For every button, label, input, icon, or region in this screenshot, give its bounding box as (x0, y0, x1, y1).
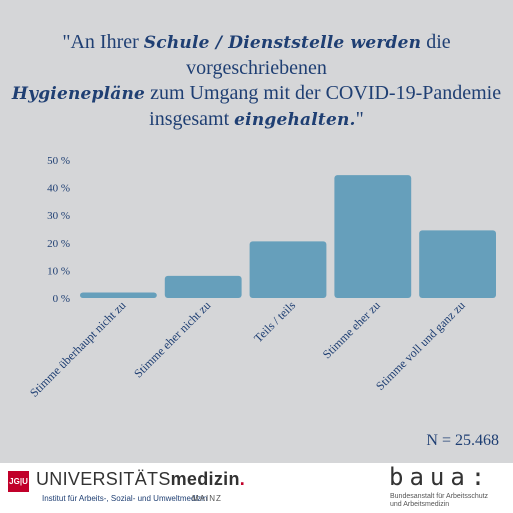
y-tick-label: 50 % (47, 155, 70, 167)
headline-emphasis-hygiene: Hygienepläne (11, 84, 146, 104)
headline-emphasis-school: Schule / Dienststelle werden (143, 33, 422, 53)
uni-name-dot: . (239, 469, 246, 489)
x-category-label: Stimme eher nicht zu (131, 298, 213, 380)
y-tick-label: 10 % (47, 265, 70, 277)
headline-mid1: die vorgeschriebenen (186, 31, 451, 79)
bar (249, 241, 327, 298)
footer: JG|U UNIVERSITÄTSmedizin. Institut für A… (0, 463, 513, 513)
y-tick-label: 40 % (47, 183, 70, 195)
x-category-label: Teils / teils (251, 298, 298, 345)
bar (164, 275, 242, 298)
x-category-label: Stimme überhaupt nicht zu (27, 298, 129, 400)
bar (334, 175, 412, 298)
headline-quote: "An Ihrer Schule / Dienststelle werden d… (0, 30, 513, 133)
baua-name-line1: Bundesanstalt für Arbeitsschutz (390, 493, 489, 500)
baua-logo: baua: (389, 463, 492, 491)
y-tick-label: 20 % (47, 238, 70, 250)
chart-panel: "An Ihrer Schule / Dienststelle werden d… (0, 0, 513, 463)
baua-name-line2: und Arbeitsmedizin (390, 501, 450, 508)
jgu-logo: JG|U (8, 471, 29, 492)
bar (419, 230, 496, 298)
university-name: UNIVERSITÄTSmedizin. (36, 469, 245, 490)
x-category-label: Stimme eher zu (320, 298, 383, 361)
bar (80, 292, 157, 298)
bar-chart: 0 % 10 % 20 % 30 % 40 % 50 % Stimme überhaupt … (27, 155, 496, 400)
headline-close: " (355, 108, 364, 130)
sample-size-label: N = 25.468 (426, 432, 499, 449)
uni-name-bold: medizin (170, 469, 240, 489)
city-name: MAINZ (192, 494, 222, 503)
uni-name-regular: UNIVERSITÄTS (36, 469, 171, 489)
headline-mid2: zum Umgang mit der COVID-19-Pandemie (145, 82, 502, 104)
x-category-label: Stimme voll und ganz zu (373, 298, 468, 393)
y-tick-label: 30 % (47, 210, 70, 222)
y-tick-label: 0 % (53, 293, 70, 305)
institute-name: Institut für Arbeits-, Sozial- und Umwel… (42, 494, 208, 503)
headline-emphasis-complied: eingehalten. (234, 110, 356, 130)
headline-open: "An Ihrer (62, 31, 144, 53)
headline-mid3: insgesamt (149, 108, 235, 130)
